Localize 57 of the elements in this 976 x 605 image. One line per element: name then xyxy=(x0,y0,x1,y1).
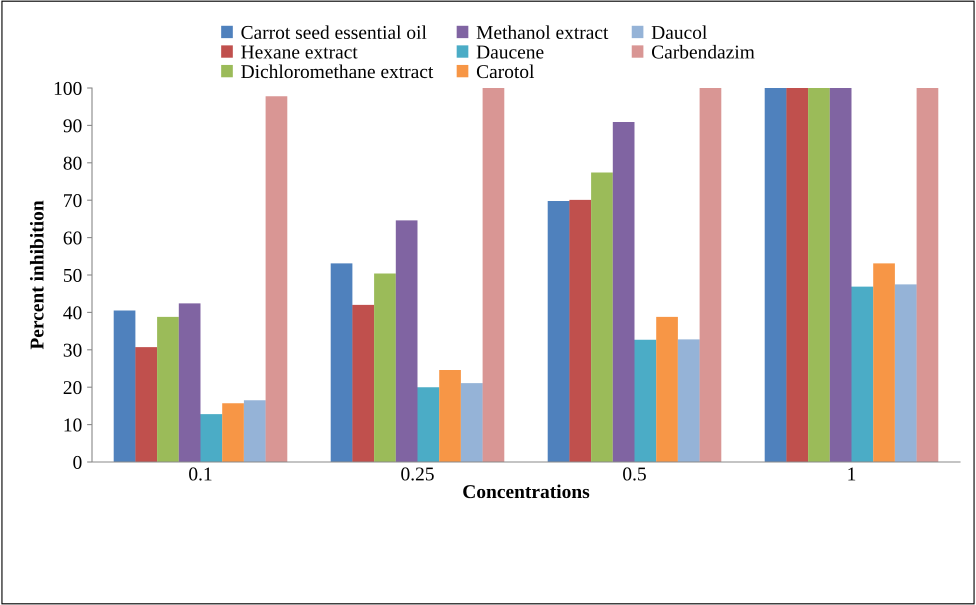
legend-label: Daucene xyxy=(476,46,544,59)
bar xyxy=(591,172,613,462)
x-axis-title: Concentrations xyxy=(463,484,590,498)
bar xyxy=(200,414,222,462)
bar xyxy=(873,263,895,462)
y-tick-label: 0 xyxy=(73,456,82,469)
bar xyxy=(178,303,200,462)
y-tick-label: 70 xyxy=(64,194,82,208)
y-tick-label: 10 xyxy=(64,418,82,432)
bar xyxy=(786,88,808,462)
legend-label: Methanol extract xyxy=(476,25,608,39)
bar xyxy=(330,263,352,462)
legend-label: Hexane extract xyxy=(241,46,358,59)
y-tick-label: 50 xyxy=(64,268,82,282)
legend-label: Dichloromethane extract xyxy=(241,64,434,78)
bar xyxy=(374,274,396,462)
bar xyxy=(460,383,483,462)
legend-label: Carbendazim xyxy=(652,44,755,59)
y-axis-title: Percent inhibition xyxy=(30,200,44,350)
y-tick-label: 60 xyxy=(64,231,82,245)
bar xyxy=(114,310,136,462)
bar xyxy=(418,387,440,462)
x-tick-label: 0.25 xyxy=(401,467,434,481)
x-tick-label: 1 xyxy=(848,468,856,480)
bar xyxy=(808,88,830,462)
bar xyxy=(396,220,418,462)
y-tick-label: 80 xyxy=(64,156,82,170)
bar xyxy=(612,122,634,462)
bar xyxy=(916,88,938,462)
legend-label: Daucol xyxy=(652,25,707,39)
bar xyxy=(482,88,504,462)
bar xyxy=(244,400,266,462)
bar xyxy=(656,316,678,462)
bar xyxy=(764,88,786,462)
bar xyxy=(352,304,374,462)
y-tick-label: 20 xyxy=(64,381,82,394)
bar xyxy=(439,370,461,462)
y-tick-label: 40 xyxy=(63,306,82,320)
x-tick-label: 0.1 xyxy=(189,467,212,481)
bar xyxy=(894,284,917,462)
bar xyxy=(569,200,592,462)
legend-label: Carrot seed essential oil xyxy=(241,25,426,39)
bar xyxy=(135,347,158,462)
bar xyxy=(852,286,874,462)
bar xyxy=(266,96,288,462)
y-tick-label: 90 xyxy=(63,119,82,132)
bar xyxy=(678,339,700,462)
bar xyxy=(157,316,179,462)
legend-label: Carotol xyxy=(476,64,534,78)
x-tick-label: 0.5 xyxy=(623,467,646,481)
y-tick-label: 30 xyxy=(64,344,82,357)
y-tick-label: 100 xyxy=(54,82,82,95)
bar xyxy=(548,200,570,462)
bar xyxy=(700,88,722,462)
bar xyxy=(222,403,244,462)
bar xyxy=(830,88,852,462)
bar xyxy=(634,340,656,462)
